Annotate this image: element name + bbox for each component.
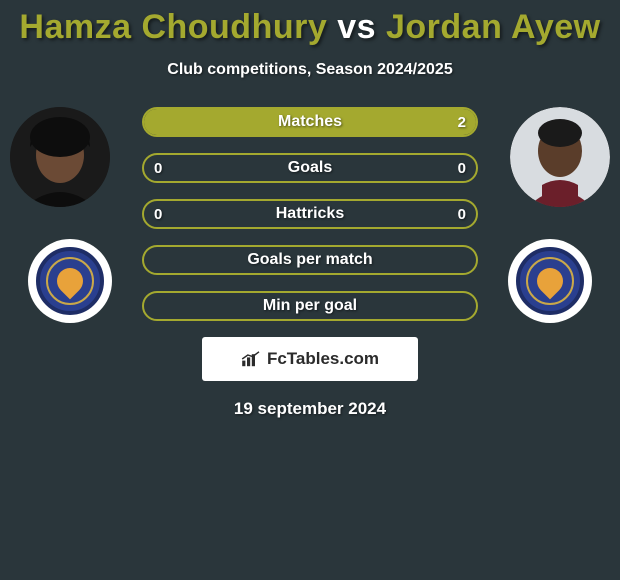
club-badge-inner [36, 247, 104, 315]
stat-row: Matches 2 [142, 107, 478, 137]
stat-value-right: 2 [458, 114, 466, 131]
player1-avatar [10, 107, 110, 207]
stat-label: Goals [288, 159, 332, 177]
player1-club-badge [28, 239, 112, 323]
chart-icon [241, 351, 261, 367]
stat-value-right: 0 [458, 206, 466, 223]
stat-row: Goals per match [142, 245, 478, 275]
club-badge-inner [516, 247, 584, 315]
date-label: 19 september 2024 [0, 399, 620, 419]
player2-club-badge [508, 239, 592, 323]
player2-name: Jordan Ayew [386, 8, 601, 46]
club-fox-icon [52, 263, 89, 300]
club-fox-icon [532, 263, 569, 300]
stat-label: Matches [278, 113, 342, 131]
comparison-title: Hamza Choudhury vs Jordan Ayew [0, 0, 620, 47]
watermark: FcTables.com [202, 337, 418, 381]
stat-row: 0 Goals 0 [142, 153, 478, 183]
stat-rows: Matches 2 0 Goals 0 0 Hattricks 0 Goals per matc… [142, 107, 478, 321]
stat-label: Hattricks [276, 205, 344, 223]
stat-value-right: 0 [458, 160, 466, 177]
stat-row: 0 Hattricks 0 [142, 199, 478, 229]
watermark-text: FcTables.com [267, 349, 379, 369]
stat-label: Min per goal [263, 297, 357, 315]
stat-row: Min per goal [142, 291, 478, 321]
player1-name: Hamza Choudhury [19, 8, 327, 46]
stat-label: Goals per match [247, 251, 372, 269]
content-area: Matches 2 0 Goals 0 0 Hattricks 0 Goals per matc… [0, 107, 620, 419]
stat-value-left: 0 [154, 206, 162, 223]
avatar-placeholder-icon [510, 107, 610, 207]
stat-value-left: 0 [154, 160, 162, 177]
vs-label: vs [337, 8, 376, 46]
player2-avatar [510, 107, 610, 207]
subtitle: Club competitions, Season 2024/2025 [0, 61, 620, 79]
avatar-placeholder-icon [10, 107, 110, 207]
